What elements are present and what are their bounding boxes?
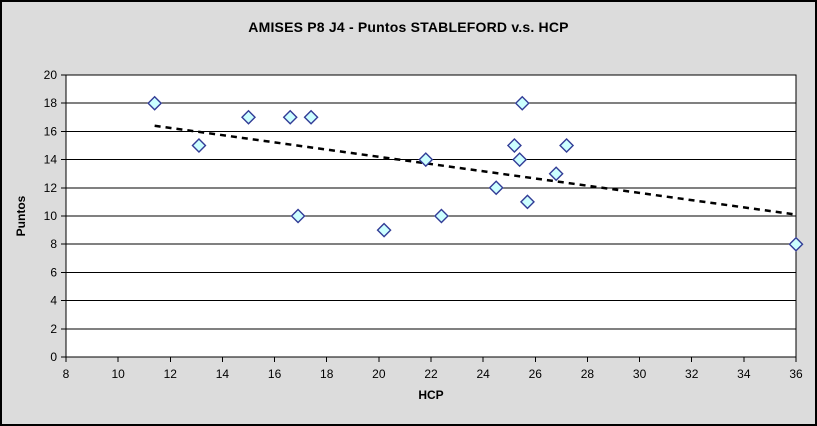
x-tick-label: 20 (372, 367, 386, 381)
data-point-marker (282, 109, 298, 125)
data-point-marker (548, 166, 564, 182)
data-point-marker (290, 208, 306, 224)
data-point-marker (514, 95, 530, 111)
x-tick-label: 18 (320, 367, 334, 381)
data-point-marker (376, 222, 392, 238)
data-point-marker (418, 152, 434, 168)
data-point-marker (191, 138, 207, 153)
x-tick-label: 30 (633, 367, 647, 381)
y-tick-label: 6 (50, 265, 57, 279)
x-tick-label: 10 (111, 367, 125, 381)
y-tick-label: 14 (44, 153, 58, 167)
data-point-marker (303, 109, 319, 125)
data-point-marker (512, 152, 528, 168)
data-point-marker (433, 208, 449, 224)
x-tick-label: 34 (737, 367, 751, 381)
y-tick-label: 8 (50, 237, 57, 251)
y-tick-label: 16 (44, 124, 58, 138)
y-tick-label: 10 (44, 209, 58, 223)
data-point-marker (519, 194, 535, 210)
x-tick-label: 12 (164, 367, 178, 381)
data-point-marker (788, 236, 804, 252)
y-tick-label: 4 (50, 294, 57, 308)
data-point-marker (559, 138, 575, 153)
x-tick-label: 8 (63, 367, 70, 381)
y-tick-label: 20 (44, 68, 58, 82)
x-tick-label: 28 (581, 367, 595, 381)
y-tick-label: 0 (50, 350, 57, 364)
x-tick-label: 26 (529, 367, 543, 381)
x-tick-label: 14 (216, 367, 230, 381)
data-point-marker (241, 109, 256, 125)
y-tick-label: 12 (44, 181, 58, 195)
x-axis-title: HCP (418, 388, 444, 402)
data-point-marker (147, 95, 163, 111)
y-tick-label: 2 (50, 322, 57, 336)
x-tick-label: 36 (789, 367, 803, 381)
data-point-marker (488, 180, 504, 196)
x-tick-label: 16 (268, 367, 282, 381)
x-tick-label: 22 (424, 367, 438, 381)
y-axis-title: Puntos (14, 195, 28, 237)
data-point-marker (506, 138, 522, 153)
x-tick-label: 32 (685, 367, 699, 381)
chart-title: AMISES P8 J4 - Puntos STABLEFORD v.s. HC… (248, 19, 569, 35)
y-tick-label: 18 (44, 96, 58, 110)
trendline (154, 124, 797, 216)
x-tick-label: 24 (476, 367, 490, 381)
